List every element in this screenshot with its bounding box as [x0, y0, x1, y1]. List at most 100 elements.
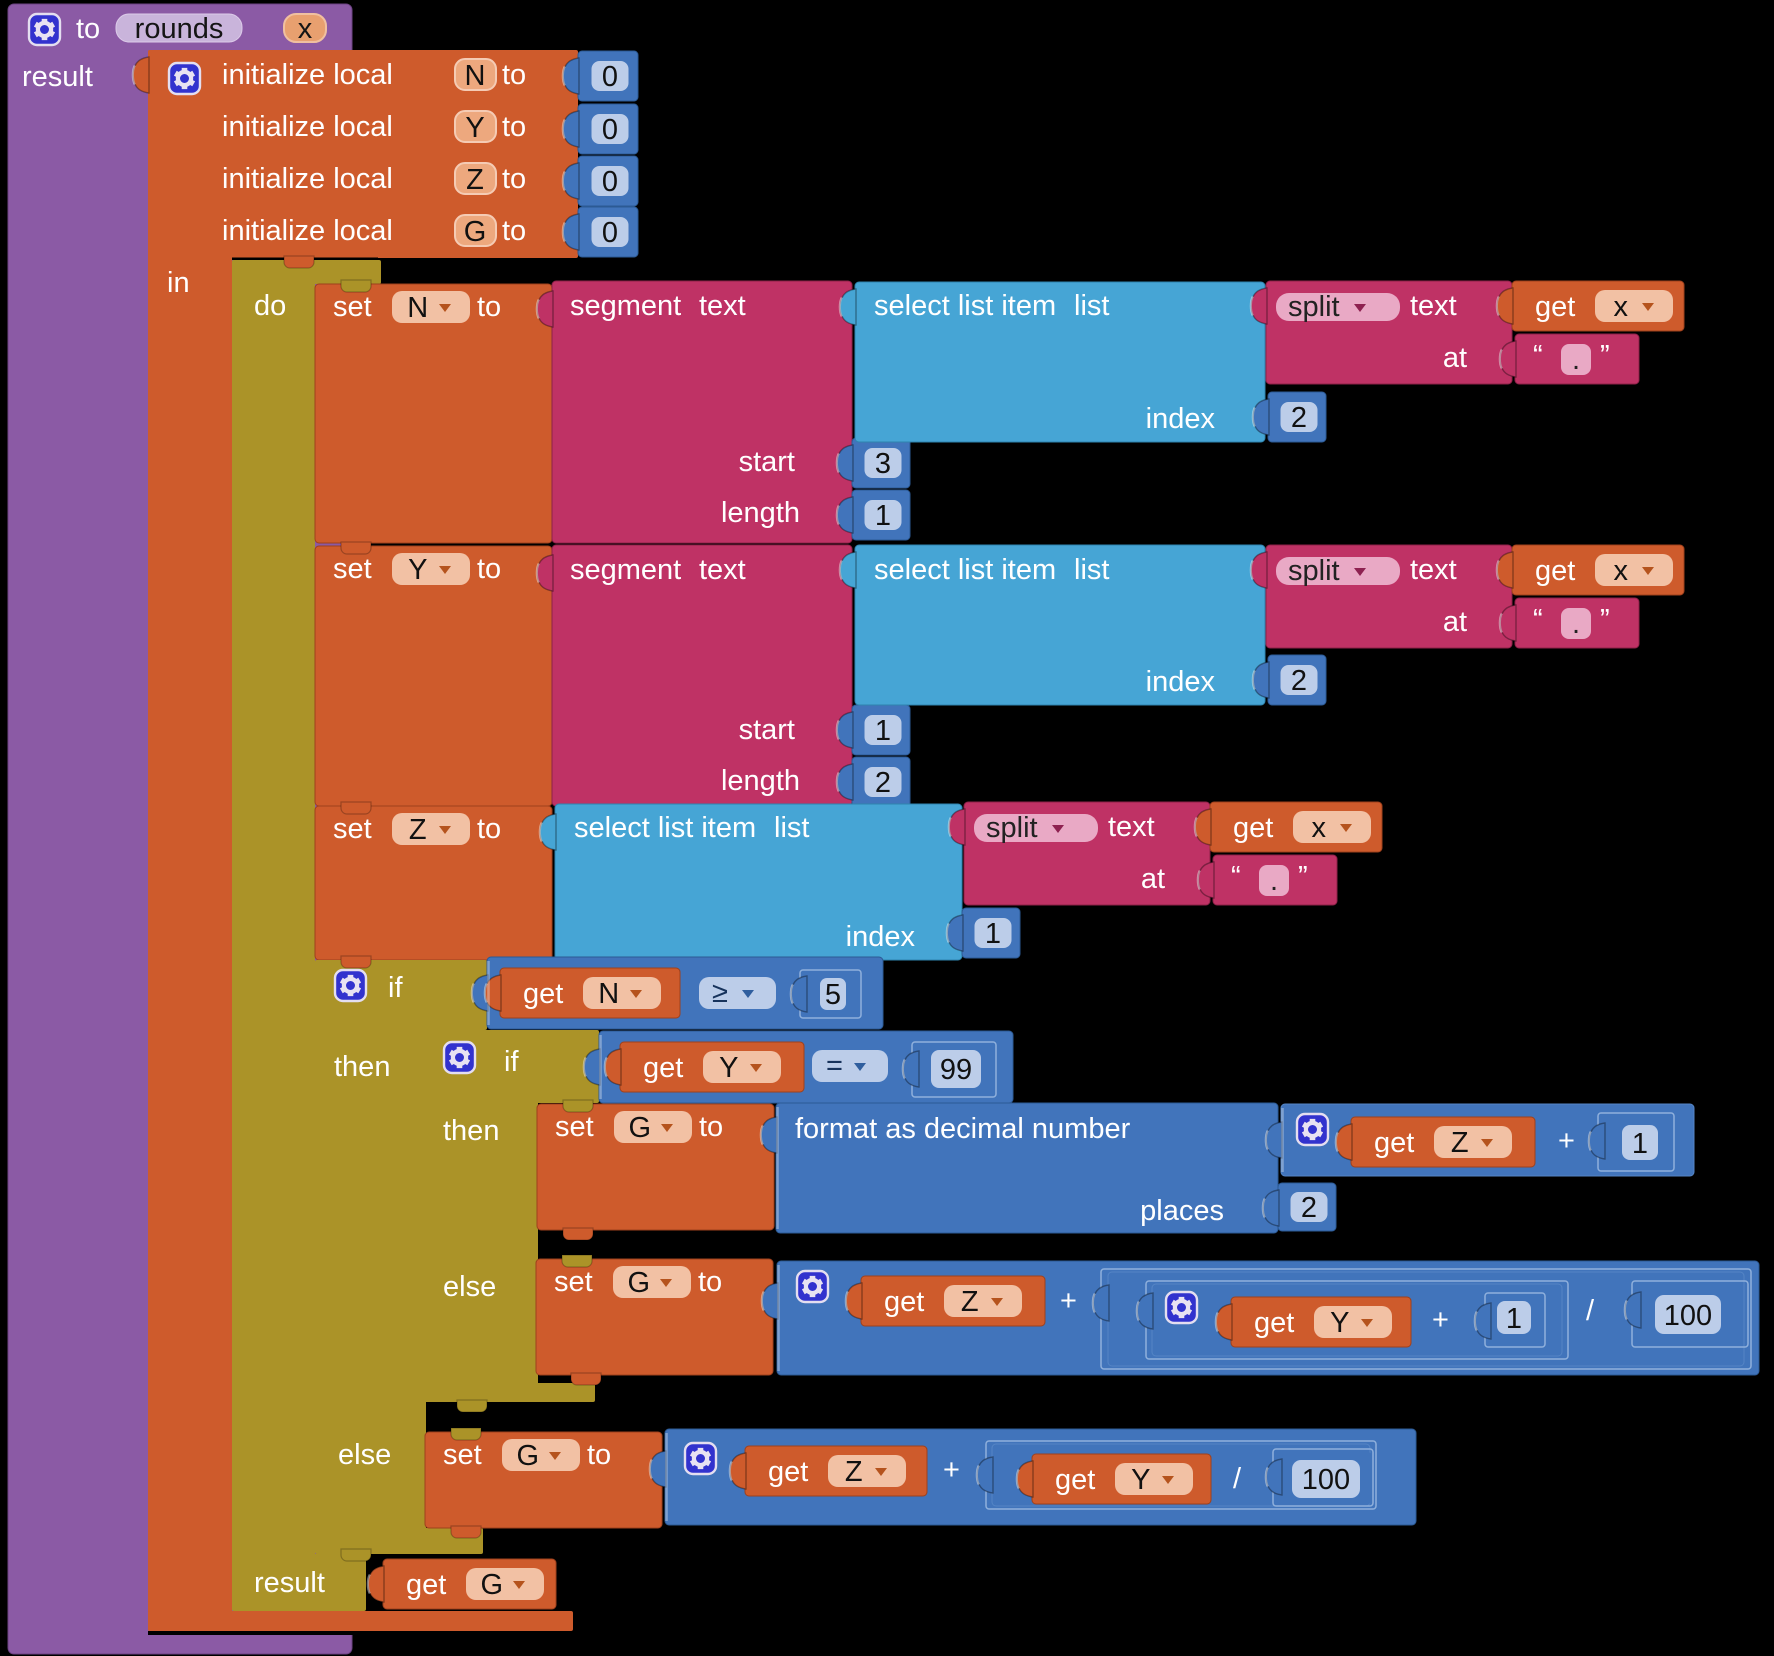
svg-text:Z: Z [845, 1456, 863, 1488]
svg-text:in: in [167, 267, 190, 299]
svg-text:2: 2 [1291, 402, 1307, 434]
svg-text:1: 1 [985, 918, 1001, 950]
svg-text:”: ” [1600, 340, 1610, 372]
svg-text:3: 3 [875, 448, 891, 480]
svg-text:“: “ [1533, 340, 1543, 372]
svg-text:/: / [1233, 1463, 1242, 1495]
svg-text:select list item: select list item [874, 554, 1056, 586]
svg-text:1: 1 [1632, 1128, 1648, 1160]
svg-text:get: get [1374, 1127, 1414, 1159]
svg-text:then: then [334, 1051, 390, 1083]
svg-text:start: start [739, 446, 795, 478]
svg-text:get: get [1535, 555, 1575, 587]
svg-text:get: get [643, 1052, 683, 1084]
svg-text:G: G [627, 1267, 650, 1299]
svg-text:select list item: select list item [574, 812, 756, 844]
svg-text:+: + [943, 1454, 960, 1486]
svg-text:index: index [846, 921, 916, 953]
svg-text:initialize local: initialize local [222, 163, 393, 195]
svg-text:1: 1 [1506, 1303, 1522, 1335]
svg-text:0: 0 [602, 61, 618, 93]
svg-text:to: to [587, 1439, 611, 1471]
svg-text:get: get [1055, 1464, 1095, 1496]
svg-text:segment: segment [570, 554, 681, 586]
svg-text:set: set [333, 553, 372, 585]
svg-text:1: 1 [875, 715, 891, 747]
svg-text:x: x [1613, 555, 1628, 587]
svg-text:5: 5 [825, 979, 841, 1011]
svg-text:100: 100 [1664, 1300, 1712, 1332]
svg-text:2: 2 [1301, 1192, 1317, 1224]
svg-text:Z: Z [466, 164, 484, 196]
svg-text:Y: Y [1330, 1307, 1349, 1339]
svg-text:to: to [502, 59, 526, 91]
svg-text:places: places [1140, 1195, 1224, 1227]
svg-text:get: get [884, 1286, 924, 1318]
svg-text:0: 0 [602, 114, 618, 146]
svg-text:get: get [1254, 1307, 1294, 1339]
svg-text:1: 1 [875, 500, 891, 532]
svg-text:“: “ [1533, 604, 1543, 636]
svg-text:do: do [254, 290, 286, 322]
svg-text:≥: ≥ [712, 977, 728, 1009]
svg-text:format as decimal number: format as decimal number [795, 1113, 1131, 1145]
svg-text:to: to [502, 215, 526, 247]
svg-text:segment: segment [570, 290, 681, 322]
svg-text:else: else [338, 1439, 391, 1471]
svg-text:G: G [480, 1569, 503, 1601]
svg-text:get: get [1233, 812, 1273, 844]
svg-text:”: ” [1600, 604, 1610, 636]
svg-text:99: 99 [940, 1054, 972, 1086]
svg-text:set: set [555, 1111, 594, 1143]
svg-text:start: start [739, 714, 795, 746]
svg-text:else: else [443, 1271, 496, 1303]
svg-text:”: ” [1298, 861, 1308, 893]
svg-text:at: at [1141, 863, 1165, 895]
svg-text:to: to [502, 111, 526, 143]
svg-text:then: then [443, 1115, 499, 1147]
svg-text:N: N [465, 60, 486, 92]
svg-text:Z: Z [409, 814, 427, 846]
svg-text:if: if [504, 1046, 519, 1078]
svg-text:Y: Y [465, 112, 484, 144]
svg-text:set: set [554, 1266, 593, 1298]
svg-text:get: get [768, 1456, 808, 1488]
svg-text:to: to [502, 163, 526, 195]
svg-text:length: length [721, 497, 800, 529]
svg-text:list: list [1074, 290, 1109, 322]
svg-text:Z: Z [961, 1286, 979, 1318]
svg-text:N: N [598, 978, 619, 1010]
svg-text:set: set [333, 291, 372, 323]
svg-text:select list item: select list item [874, 290, 1056, 322]
svg-text:+: + [1558, 1125, 1575, 1157]
svg-text:to: to [76, 13, 100, 45]
svg-text:“: “ [1231, 861, 1241, 893]
svg-text:G: G [464, 216, 487, 248]
svg-text:text: text [699, 290, 746, 322]
svg-text:get: get [523, 978, 563, 1010]
svg-text:result: result [22, 61, 93, 93]
svg-text:to: to [699, 1111, 723, 1143]
svg-text:0: 0 [602, 217, 618, 249]
svg-text:G: G [628, 1112, 651, 1144]
svg-text:text: text [1410, 290, 1457, 322]
svg-text:initialize local: initialize local [222, 215, 393, 247]
svg-text:+: + [1060, 1285, 1077, 1317]
svg-text:set: set [443, 1439, 482, 1471]
svg-text:G: G [516, 1440, 539, 1472]
svg-text:Y: Y [719, 1052, 738, 1084]
svg-text:result: result [254, 1567, 325, 1599]
svg-text:set: set [333, 813, 372, 845]
svg-text:0: 0 [602, 166, 618, 198]
svg-text:initialize local: initialize local [222, 111, 393, 143]
svg-text:text: text [1410, 554, 1457, 586]
svg-text:get: get [406, 1569, 446, 1601]
svg-text:length: length [721, 765, 800, 797]
svg-text:+: + [1432, 1304, 1449, 1336]
svg-text:rounds: rounds [135, 13, 224, 45]
svg-text:index: index [1146, 403, 1216, 435]
svg-text:to: to [477, 813, 501, 845]
svg-text:at: at [1443, 606, 1467, 638]
svg-text:100: 100 [1302, 1464, 1350, 1496]
svg-text:=: = [826, 1050, 843, 1082]
